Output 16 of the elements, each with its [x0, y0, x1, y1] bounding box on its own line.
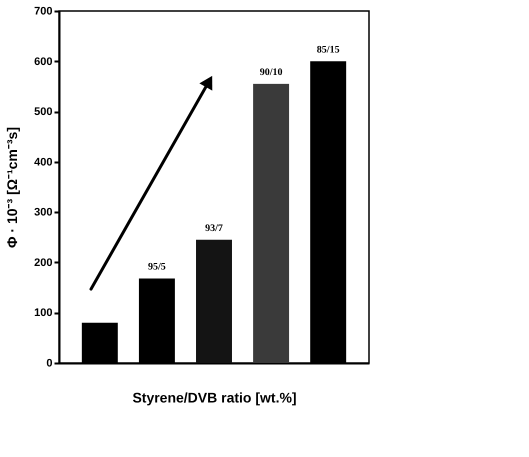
- x-tick-label: 90/10: [260, 66, 282, 78]
- x-tick-label: 85/15: [316, 44, 340, 56]
- y-tick-label: 500: [34, 106, 52, 118]
- x-tick-label: 93/7: [205, 222, 223, 234]
- x-axis-title: Styrene/DVB ratio [wt.%]: [132, 390, 297, 406]
- y-tick-label: 600: [34, 56, 52, 68]
- bar: [253, 84, 290, 363]
- y-tick-label: 100: [34, 307, 52, 320]
- y-axis-title: Φ · 10⁻³ [Ω⁻¹cm⁻³s]: [4, 127, 20, 248]
- x-tick-label: 95/5: [148, 262, 166, 273]
- y-tick-label: 0: [46, 358, 52, 370]
- y-tick-label: 400: [34, 156, 52, 168]
- y-tick-label: 300: [34, 206, 52, 219]
- y-tick-label: 700: [34, 6, 52, 18]
- y-tick-label: 200: [34, 256, 52, 269]
- bar: [196, 240, 232, 363]
